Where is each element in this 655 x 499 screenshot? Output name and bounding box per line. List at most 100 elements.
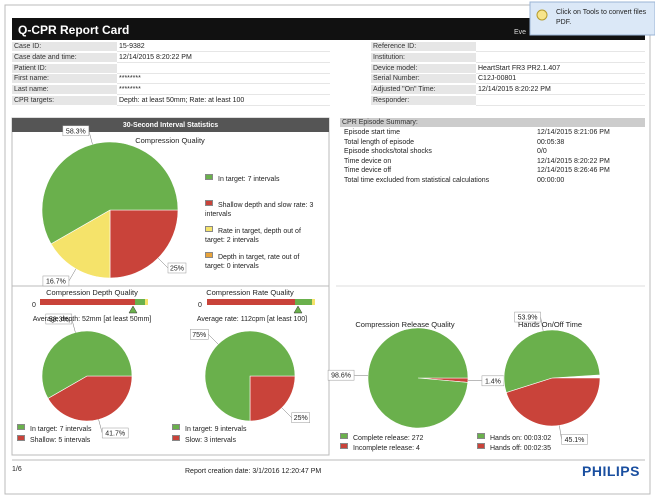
page-border — [4, 4, 651, 495]
summary-label: Episode shocks/total shocks — [344, 148, 432, 155]
value-label: 53.9% — [518, 315, 538, 322]
leader-line — [354, 374, 369, 377]
interval-header — [12, 118, 329, 132]
summary-value: 0/0 — [537, 148, 547, 155]
info-label: Serial Number: — [371, 74, 476, 85]
legend-swatch — [340, 443, 348, 449]
legend-swatch — [172, 435, 180, 441]
header-event: Eve — [514, 29, 527, 36]
legend-swatch — [17, 435, 25, 441]
label-box — [291, 412, 310, 423]
summary-value: 00:05:38 — [537, 138, 565, 146]
info-label: CPR targets: — [12, 96, 117, 106]
info-value — [117, 64, 330, 74]
legend-text: Complete release: 272 — [353, 435, 424, 442]
average-text: Average depth: 52mm [at least 50mm] — [32, 316, 152, 323]
tooltip-line: Click on Tools to convert files — [556, 9, 647, 16]
summary-label: Total length of episode — [344, 138, 415, 146]
legend-item: Incomplete release: 4 — [340, 443, 460, 453]
legend-swatch — [205, 200, 213, 206]
legend-text: In target: 7 intervals — [218, 176, 280, 183]
summary-label: Time device on — [344, 157, 392, 165]
legend-item: Slow: 3 intervals — [172, 435, 312, 445]
chart-title: Hands On/Off Time — [517, 320, 583, 329]
leader-line — [68, 268, 77, 282]
info-value: 12/14/2015 8:20:22 PM — [117, 53, 330, 63]
legend-swatch — [205, 252, 213, 258]
legend-item: Rate in target, depth out of target: 2 i… — [205, 226, 315, 245]
info-label: Case date and time: — [12, 52, 117, 63]
info-value — [476, 42, 645, 52]
info-value — [476, 53, 645, 63]
label-box — [101, 427, 129, 439]
brand: PHILIPS — [582, 463, 640, 479]
legend-text: Depth in target, rate out of target: 0 i… — [205, 254, 300, 270]
leader-line — [157, 257, 169, 269]
pie-slice — [503, 329, 601, 393]
legend-text: Hands off: 00:02:35 — [490, 445, 551, 452]
page-number: 1/6 — [12, 466, 22, 473]
gauge-min: 0 — [198, 302, 202, 309]
summary-label: Time device off — [344, 167, 392, 174]
leader-line — [540, 317, 544, 331]
legend-item: Hands on: 00:03:02 — [477, 433, 617, 443]
gauge-min: 0 — [32, 302, 36, 309]
leader-line — [559, 425, 562, 440]
value-label: 58.3% — [49, 316, 69, 323]
value-label: 25% — [294, 415, 308, 422]
legend-swatch — [477, 443, 485, 449]
leader-line — [71, 318, 76, 333]
label-box — [327, 369, 355, 381]
summary-value: 12/14/2015 8:21:06 PM — [537, 129, 610, 136]
legend-text: Shallow: 5 intervals — [30, 437, 91, 444]
panel-title: 30-Second Interval Statistics — [122, 122, 219, 129]
info-label: Last name: — [12, 85, 117, 96]
legend-text: Hands on: 00:03:02 — [490, 435, 552, 442]
value-label: 16.7% — [46, 278, 66, 285]
info-label: Institution: — [371, 52, 476, 63]
summary-value: 00:00:00 — [537, 176, 565, 184]
legend-item: Shallow: 5 intervals — [17, 435, 157, 445]
chart-title: Compression Depth Quality — [46, 288, 138, 297]
summary-value: 12/14/2015 8:26:46 PM — [537, 167, 610, 174]
creation-date: Report creation date: 3/1/2016 12:20:47 … — [185, 468, 322, 475]
leader-line — [88, 130, 93, 145]
info-label: Adjusted "On" Time: — [371, 85, 476, 96]
legend-text: Shallow depth and slow rate: 3 intervals — [205, 202, 314, 218]
chart-title: Compression Quality — [135, 136, 205, 145]
legend-text: Slow: 3 intervals — [185, 437, 236, 444]
pie-slice — [367, 327, 469, 429]
legend-text: Rate in target, depth out of target: 2 i… — [205, 228, 301, 244]
info-value — [476, 96, 645, 106]
legend-swatch — [477, 433, 485, 439]
legend-item: Shallow depth and slow rate: 3 intervals — [205, 200, 315, 219]
legend-item: In target: 9 intervals — [172, 424, 312, 434]
label-box — [42, 275, 70, 287]
summary-value: 12/14/2015 8:20:22 PM — [537, 157, 610, 165]
chart-title: Compression Rate Quality — [206, 288, 294, 297]
legend-swatch — [17, 424, 25, 430]
summary-title: CPR Episode Summary: — [340, 118, 645, 128]
value-label: 25% — [170, 265, 184, 272]
legend-swatch — [205, 174, 213, 180]
label-box — [190, 329, 209, 340]
legend-item: In target: 7 intervals — [17, 424, 157, 434]
legend-item: Complete release: 272 — [340, 433, 460, 443]
info-value: 15-9382 — [117, 42, 330, 52]
legend-item: Hands off: 00:02:35 — [477, 443, 617, 453]
pie-slice — [41, 141, 179, 245]
info-label: Patient ID: — [12, 63, 117, 74]
leader-line — [281, 407, 292, 418]
pie-slice — [47, 375, 133, 422]
legend-text: In target: 7 intervals — [30, 426, 92, 433]
value-label: 45.1% — [565, 437, 585, 444]
info-value: Depth: at least 50mm; Rate: at least 100 — [117, 96, 330, 106]
leader-line — [467, 379, 482, 382]
label-box — [45, 313, 73, 325]
info-label: First name: — [12, 74, 117, 85]
legend-swatch — [172, 424, 180, 430]
info-label: Responder: — [371, 96, 476, 106]
info-label: Case ID: — [12, 42, 117, 52]
info-value: HeartStart FR3 PR2.1.407 — [476, 64, 645, 74]
